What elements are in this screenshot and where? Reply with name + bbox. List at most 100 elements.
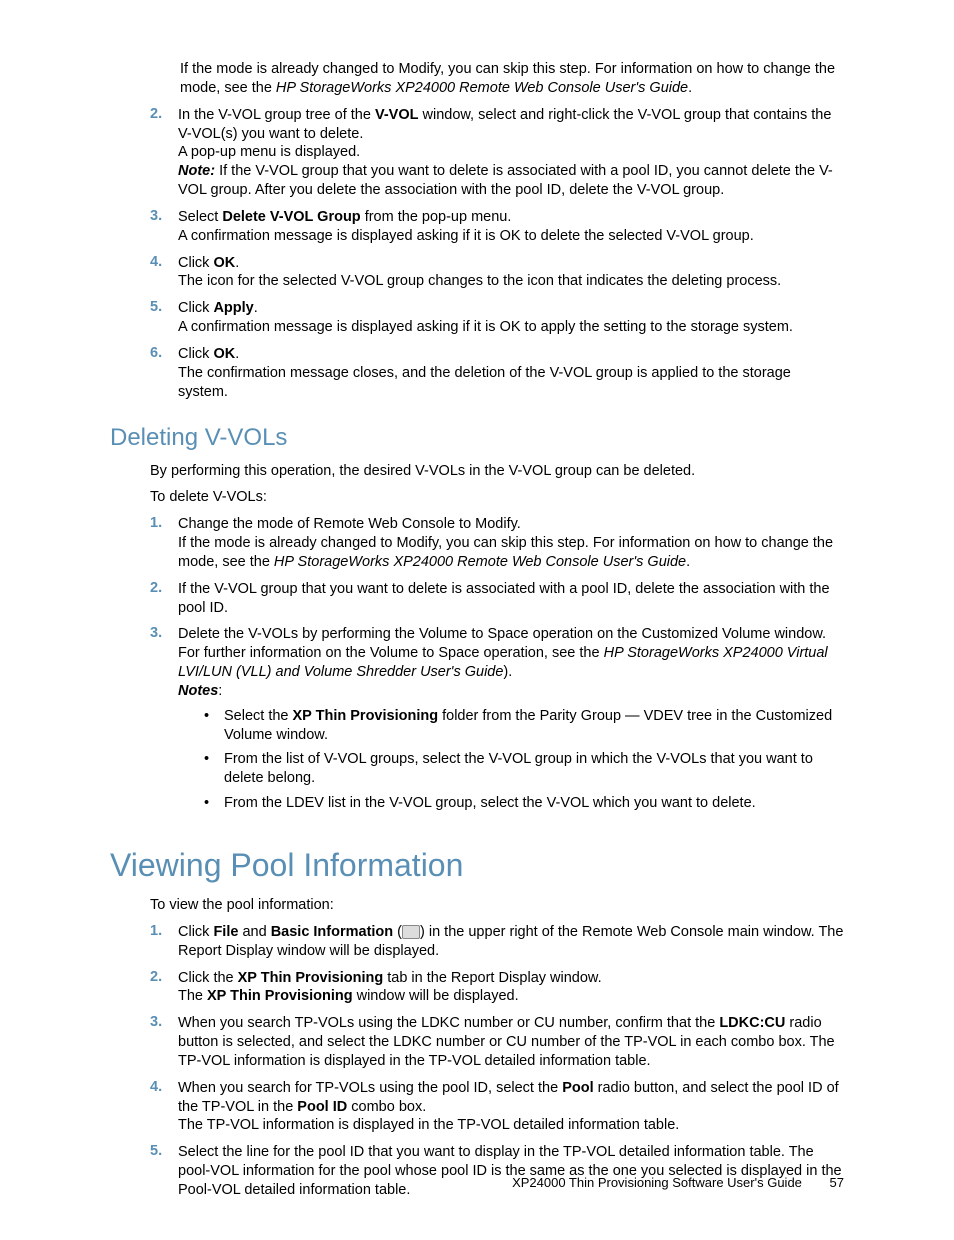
notes-label: Notes bbox=[178, 683, 218, 699]
bullet-body: Select the XP Thin Provisioning folder f… bbox=[224, 707, 844, 745]
bullet-icon: • bbox=[204, 794, 224, 813]
bullet-item: • Select the XP Thin Provisioning folder… bbox=[204, 707, 844, 745]
text-italic: HP StorageWorks XP24000 Remote Web Conso… bbox=[276, 80, 688, 96]
ordered-list-view: 1. Click File and Basic Information () i… bbox=[150, 923, 844, 1200]
ordered-list-delete: 1. Change the mode of Remote Web Console… bbox=[150, 515, 844, 813]
text: Click bbox=[178, 300, 213, 316]
page-footer: XP24000 Thin Provisioning Software User'… bbox=[512, 1175, 844, 1190]
list-body: Click OK. The icon for the selected V-VO… bbox=[178, 254, 844, 292]
continuation-paragraph: If the mode is already changed to Modify… bbox=[180, 60, 844, 98]
bullet-body: From the LDEV list in the V-VOL group, s… bbox=[224, 794, 844, 813]
list-item: 4. Click OK. The icon for the selected V… bbox=[150, 254, 844, 292]
bullet-item: • From the LDEV list in the V-VOL group,… bbox=[204, 794, 844, 813]
list-body: Select the line for the pool ID that you… bbox=[178, 1143, 844, 1200]
list-body: Click OK. The confirmation message close… bbox=[178, 345, 844, 402]
text: Click bbox=[178, 346, 213, 362]
list-item: 2. If the V-VOL group that you want to d… bbox=[150, 580, 844, 618]
text-bold: Delete V-VOL Group bbox=[222, 209, 360, 225]
list-body: When you search for TP-VOLs using the po… bbox=[178, 1079, 844, 1136]
list-item: 3. Select Delete V-VOL Group from the po… bbox=[150, 208, 844, 246]
text: ). bbox=[503, 664, 512, 680]
bullet-body: From the list of V-VOL groups, select th… bbox=[224, 750, 844, 788]
text: If the V-VOL group that you want to dele… bbox=[178, 163, 833, 198]
list-body: If the V-VOL group that you want to dele… bbox=[178, 580, 844, 618]
paragraph: To delete V-VOLs: bbox=[150, 488, 844, 507]
text-bold: OK bbox=[213, 346, 235, 362]
list-number: 5. bbox=[150, 1143, 178, 1200]
text: Click bbox=[178, 924, 213, 940]
text: A confirmation message is displayed aski… bbox=[178, 228, 754, 244]
text-bold: Apply bbox=[213, 300, 253, 316]
text: and bbox=[238, 924, 270, 940]
text: The confirmation message closes, and the… bbox=[178, 365, 791, 400]
list-body: When you search TP-VOLs using the LDKC n… bbox=[178, 1014, 844, 1071]
list-number: 3. bbox=[150, 1014, 178, 1071]
list-item: 3. Delete the V-VOLs by performing the V… bbox=[150, 625, 844, 813]
list-item: 1. Click File and Basic Information () i… bbox=[150, 923, 844, 961]
text: In the V-VOL group tree of the bbox=[178, 107, 375, 123]
list-body: Delete the V-VOLs by performing the Volu… bbox=[178, 625, 844, 813]
footer-doc-title: XP24000 Thin Provisioning Software User'… bbox=[512, 1175, 802, 1190]
paragraph: By performing this operation, the desire… bbox=[150, 462, 844, 481]
list-item: 2. Click the XP Thin Provisioning tab in… bbox=[150, 969, 844, 1007]
list-number: 4. bbox=[150, 254, 178, 292]
bullet-icon: • bbox=[204, 750, 224, 788]
list-number: 1. bbox=[150, 923, 178, 961]
text-bold: LDKC:CU bbox=[719, 1015, 785, 1031]
text: : bbox=[218, 683, 222, 699]
text: . bbox=[235, 346, 239, 362]
text-italic: HP StorageWorks XP24000 Remote Web Conso… bbox=[274, 554, 686, 570]
list-number: 1. bbox=[150, 515, 178, 572]
text: Click bbox=[178, 255, 213, 271]
list-item: 6. Click OK. The confirmation message cl… bbox=[150, 345, 844, 402]
text: from the pop-up menu. bbox=[361, 209, 512, 225]
text: When you search for TP-VOLs using the po… bbox=[178, 1080, 562, 1096]
list-item: 2. In the V-VOL group tree of the V-VOL … bbox=[150, 106, 844, 200]
text: Click the bbox=[178, 970, 238, 986]
text-bold: Pool ID bbox=[297, 1099, 347, 1115]
list-number: 6. bbox=[150, 345, 178, 402]
text: When you search TP-VOLs using the LDKC n… bbox=[178, 1015, 719, 1031]
paragraph: To view the pool information: bbox=[150, 896, 844, 915]
text: . bbox=[254, 300, 258, 316]
text: . bbox=[686, 554, 690, 570]
text: The icon for the selected V-VOL group ch… bbox=[178, 273, 781, 289]
list-body: Select Delete V-VOL Group from the pop-u… bbox=[178, 208, 844, 246]
list-item: 5. Select the line for the pool ID that … bbox=[150, 1143, 844, 1200]
text: Select bbox=[178, 209, 222, 225]
list-item: 5. Click Apply. A confirmation message i… bbox=[150, 299, 844, 337]
document-page: If the mode is already changed to Modify… bbox=[0, 0, 954, 1240]
text: tab in the Report Display window. bbox=[383, 970, 601, 986]
text: . bbox=[235, 255, 239, 271]
list-number: 2. bbox=[150, 969, 178, 1007]
heading-deleting-vvols: Deleting V-VOLs bbox=[110, 424, 844, 452]
text: A confirmation message is displayed aski… bbox=[178, 319, 793, 335]
list-body: Click File and Basic Information () in t… bbox=[178, 923, 844, 961]
list-number: 5. bbox=[150, 299, 178, 337]
text: combo box. bbox=[347, 1099, 426, 1115]
text-bold: XP Thin Provisioning bbox=[293, 708, 439, 724]
list-number: 3. bbox=[150, 625, 178, 813]
page-number: 57 bbox=[830, 1175, 844, 1190]
list-number: 2. bbox=[150, 580, 178, 618]
text-bold: Basic Information bbox=[271, 924, 393, 940]
text-bold: XP Thin Provisioning bbox=[238, 970, 384, 986]
list-body: In the V-VOL group tree of the V-VOL win… bbox=[178, 106, 844, 200]
list-body: Click the XP Thin Provisioning tab in th… bbox=[178, 969, 844, 1007]
list-number: 4. bbox=[150, 1079, 178, 1136]
text: window will be displayed. bbox=[353, 988, 519, 1004]
basic-information-icon bbox=[402, 925, 420, 939]
list-number: 2. bbox=[150, 106, 178, 200]
text: A pop-up menu is displayed. bbox=[178, 144, 360, 160]
heading-viewing-pool-info: Viewing Pool Information bbox=[110, 847, 844, 884]
text-bold: V-VOL bbox=[375, 107, 419, 123]
text: The bbox=[178, 988, 207, 1004]
bullet-list: • Select the XP Thin Provisioning folder… bbox=[204, 707, 844, 813]
text: Select the bbox=[224, 708, 293, 724]
list-item: 3. When you search TP-VOLs using the LDK… bbox=[150, 1014, 844, 1071]
text: The TP-VOL information is displayed in t… bbox=[178, 1117, 679, 1133]
ordered-list-top: 2. In the V-VOL group tree of the V-VOL … bbox=[150, 106, 844, 402]
text-bold: File bbox=[213, 924, 238, 940]
text-bold: Pool bbox=[562, 1080, 593, 1096]
note-label: Note: bbox=[178, 163, 215, 179]
